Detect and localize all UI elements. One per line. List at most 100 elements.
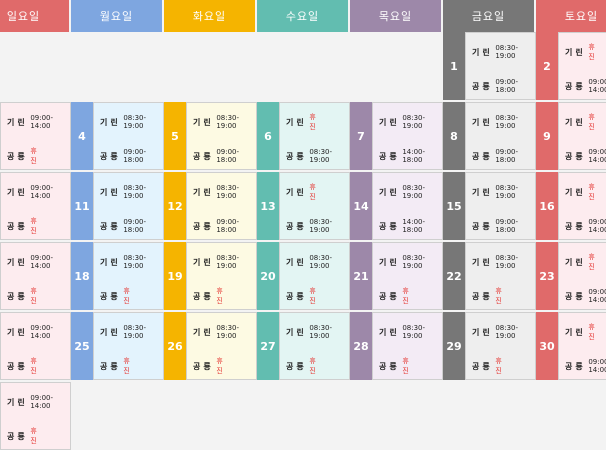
doctor-giraffe-hours: 휴 진 — [309, 113, 322, 131]
day-cell[interactable]: 6 기린 휴 진 공룡 08:30-19:00 — [257, 102, 350, 170]
doctor-giraffe-hours: 08:30-19:00 — [216, 324, 240, 340]
doctor-dinosaur-row: 공룡 휴 진 — [472, 357, 531, 375]
doctor-dinosaur-hours: 휴 진 — [402, 357, 415, 375]
doctor-giraffe-row: 기린 08:30-19:00 — [100, 184, 159, 200]
day-number: 21 — [350, 242, 372, 310]
day-cell[interactable]: 기린 09:00-14:00 공룡 휴 진 — [0, 102, 71, 170]
day-schedule: 기린 휴 진 공룡 08:30-19:00 — [279, 102, 350, 170]
doctor-giraffe-row: 기린 08:30-19:00 — [193, 254, 252, 270]
day-schedule: 기린 08:30-19:00 공룡 09:00-18:00 — [465, 32, 536, 100]
day-cell[interactable]: 19 기린 08:30-19:00 공룡 휴 진 — [164, 242, 257, 310]
day-cell[interactable]: 기린 09:00-14:00 공룡 휴 진 — [0, 172, 71, 240]
day-cell[interactable]: 7 기린 08:30-19:00 공룡 14:00-18:00 — [350, 102, 443, 170]
day-cell[interactable]: 29 기린 08:30-19:00 공룡 휴 진 — [443, 312, 536, 380]
day-cell[interactable]: 22 기린 08:30-19:00 공룡 휴 진 — [443, 242, 536, 310]
day-number: 25 — [71, 312, 93, 380]
day-schedule: 기린 08:30-19:00 공룡 09:00-18:00 — [465, 172, 536, 240]
doctor-giraffe-name: 기린 — [472, 117, 493, 127]
day-cell[interactable]: 12 기린 08:30-19:00 공룡 09:00-18:00 — [164, 172, 257, 240]
doctor-dinosaur-row: 공룡 휴 진 — [286, 287, 345, 305]
doctor-giraffe-name: 기린 — [379, 327, 400, 337]
doctor-giraffe-hours: 09:00-14:00 — [30, 184, 54, 200]
doctor-dinosaur-row: 공룡 휴 진 — [193, 287, 252, 305]
day-schedule: 기린 08:30-19:00 공룡 휴 진 — [465, 242, 536, 310]
doctor-giraffe-row: 기린 08:30-19:00 — [193, 324, 252, 340]
day-number: 2 — [536, 32, 558, 100]
doctor-giraffe-hours: 휴 진 — [588, 43, 601, 61]
doctor-giraffe-name: 기린 — [7, 327, 28, 337]
doctor-dinosaur-name: 공룡 — [472, 291, 493, 301]
doctor-giraffe-name: 기린 — [286, 257, 307, 267]
day-number: 18 — [71, 242, 93, 310]
day-number: 4 — [71, 102, 93, 170]
doctor-dinosaur-row: 공룡 휴 진 — [193, 357, 252, 375]
doctor-dinosaur-hours: 08:30-19:00 — [309, 148, 333, 164]
doctor-giraffe-hours: 08:30-19:00 — [309, 324, 333, 340]
doctor-dinosaur-hours: 휴 진 — [495, 287, 508, 305]
weekday-header: 토요일 — [536, 0, 606, 32]
day-cell[interactable]: 14 기린 08:30-19:00 공룡 14:00-18:00 — [350, 172, 443, 240]
day-number: 27 — [257, 312, 279, 380]
day-number: 14 — [350, 172, 372, 240]
doctor-giraffe-name: 기린 — [472, 187, 493, 197]
doctor-dinosaur-row: 공룡 08:30-19:00 — [286, 218, 345, 234]
day-cell[interactable]: 20 기린 08:30-19:00 공룡 휴 진 — [257, 242, 350, 310]
day-cell[interactable]: 4 기린 08:30-19:00 공룡 09:00-18:00 — [71, 102, 164, 170]
day-cell[interactable]: 18 기린 08:30-19:00 공룡 휴 진 — [71, 242, 164, 310]
day-schedule: 기린 08:30-19:00 공룡 휴 진 — [93, 242, 164, 310]
day-cell[interactable]: 13 기린 휴 진 공룡 08:30-19:00 — [257, 172, 350, 240]
doctor-dinosaur-name: 공룡 — [565, 291, 586, 301]
doctor-giraffe-name: 기린 — [7, 187, 28, 197]
day-cell[interactable]: 25 기린 08:30-19:00 공룡 휴 진 — [71, 312, 164, 380]
day-schedule: 기린 08:30-19:00 공룡 휴 진 — [93, 312, 164, 380]
day-cell[interactable]: 11 기린 08:30-19:00 공룡 09:00-18:00 — [71, 172, 164, 240]
doctor-dinosaur-name: 공룡 — [565, 361, 586, 371]
day-cell[interactable]: 5 기린 08:30-19:00 공룡 09:00-18:00 — [164, 102, 257, 170]
day-cell[interactable]: 기린 09:00-14:00 공룡 휴 진 — [0, 312, 71, 380]
doctor-dinosaur-row: 공룡 09:00-18:00 — [193, 148, 252, 164]
doctor-dinosaur-row: 공룡 휴 진 — [7, 427, 66, 445]
day-schedule: 기린 08:30-19:00 공룡 휴 진 — [279, 242, 350, 310]
doctor-giraffe-hours: 09:00-14:00 — [30, 394, 54, 410]
day-cell[interactable]: 21 기린 08:30-19:00 공룡 휴 진 — [350, 242, 443, 310]
day-cell[interactable]: 27 기린 08:30-19:00 공룡 휴 진 — [257, 312, 350, 380]
doctor-giraffe-row: 기린 휴 진 — [565, 323, 606, 341]
day-number: 6 — [257, 102, 279, 170]
day-cell[interactable]: 8 기린 08:30-19:00 공룡 09:00-18:00 — [443, 102, 536, 170]
day-cell[interactable]: 26 기린 08:30-19:00 공룡 휴 진 — [164, 312, 257, 380]
doctor-dinosaur-hours: 휴 진 — [30, 287, 43, 305]
doctor-dinosaur-row: 공룡 14:00-18:00 — [379, 218, 438, 234]
doctor-dinosaur-name: 공룡 — [7, 221, 28, 231]
day-schedule: 기린 08:30-19:00 공룡 09:00-18:00 — [93, 102, 164, 170]
day-cell[interactable]: 15 기린 08:30-19:00 공룡 09:00-18:00 — [443, 172, 536, 240]
doctor-dinosaur-hours: 휴 진 — [495, 357, 508, 375]
doctor-dinosaur-row: 공룡 09:00-18:00 — [472, 218, 531, 234]
doctor-dinosaur-row: 공룡 09:00-18:00 — [472, 78, 531, 94]
day-cell[interactable]: 1 기린 08:30-19:00 공룡 09:00-18:00 — [443, 32, 536, 100]
doctor-giraffe-name: 기린 — [193, 187, 214, 197]
doctor-dinosaur-row: 공룡 휴 진 — [100, 287, 159, 305]
day-number: 12 — [164, 172, 186, 240]
day-cell[interactable]: 28 기린 08:30-19:00 공룡 휴 진 — [350, 312, 443, 380]
day-schedule: 기린 09:00-14:00 공룡 휴 진 — [0, 312, 71, 380]
day-schedule: 기린 08:30-19:00 공룡 휴 진 — [372, 312, 443, 380]
doctor-giraffe-hours: 휴 진 — [309, 183, 322, 201]
doctor-dinosaur-name: 공룡 — [472, 151, 493, 161]
doctor-dinosaur-row: 공룡 09:00-18:00 — [100, 218, 159, 234]
doctor-giraffe-row: 기린 08:30-19:00 — [379, 324, 438, 340]
doctor-dinosaur-row: 공룡 09:00-18:00 — [100, 148, 159, 164]
day-number: 20 — [257, 242, 279, 310]
day-cell[interactable]: 기린 09:00-14:00 공룡 휴 진 — [0, 242, 71, 310]
day-cell[interactable]: 기린 09:00-14:00 공룡 휴 진 — [0, 382, 71, 450]
doctor-giraffe-name: 기린 — [565, 187, 586, 197]
doctor-dinosaur-hours: 휴 진 — [309, 357, 322, 375]
doctor-dinosaur-name: 공룡 — [565, 81, 586, 91]
